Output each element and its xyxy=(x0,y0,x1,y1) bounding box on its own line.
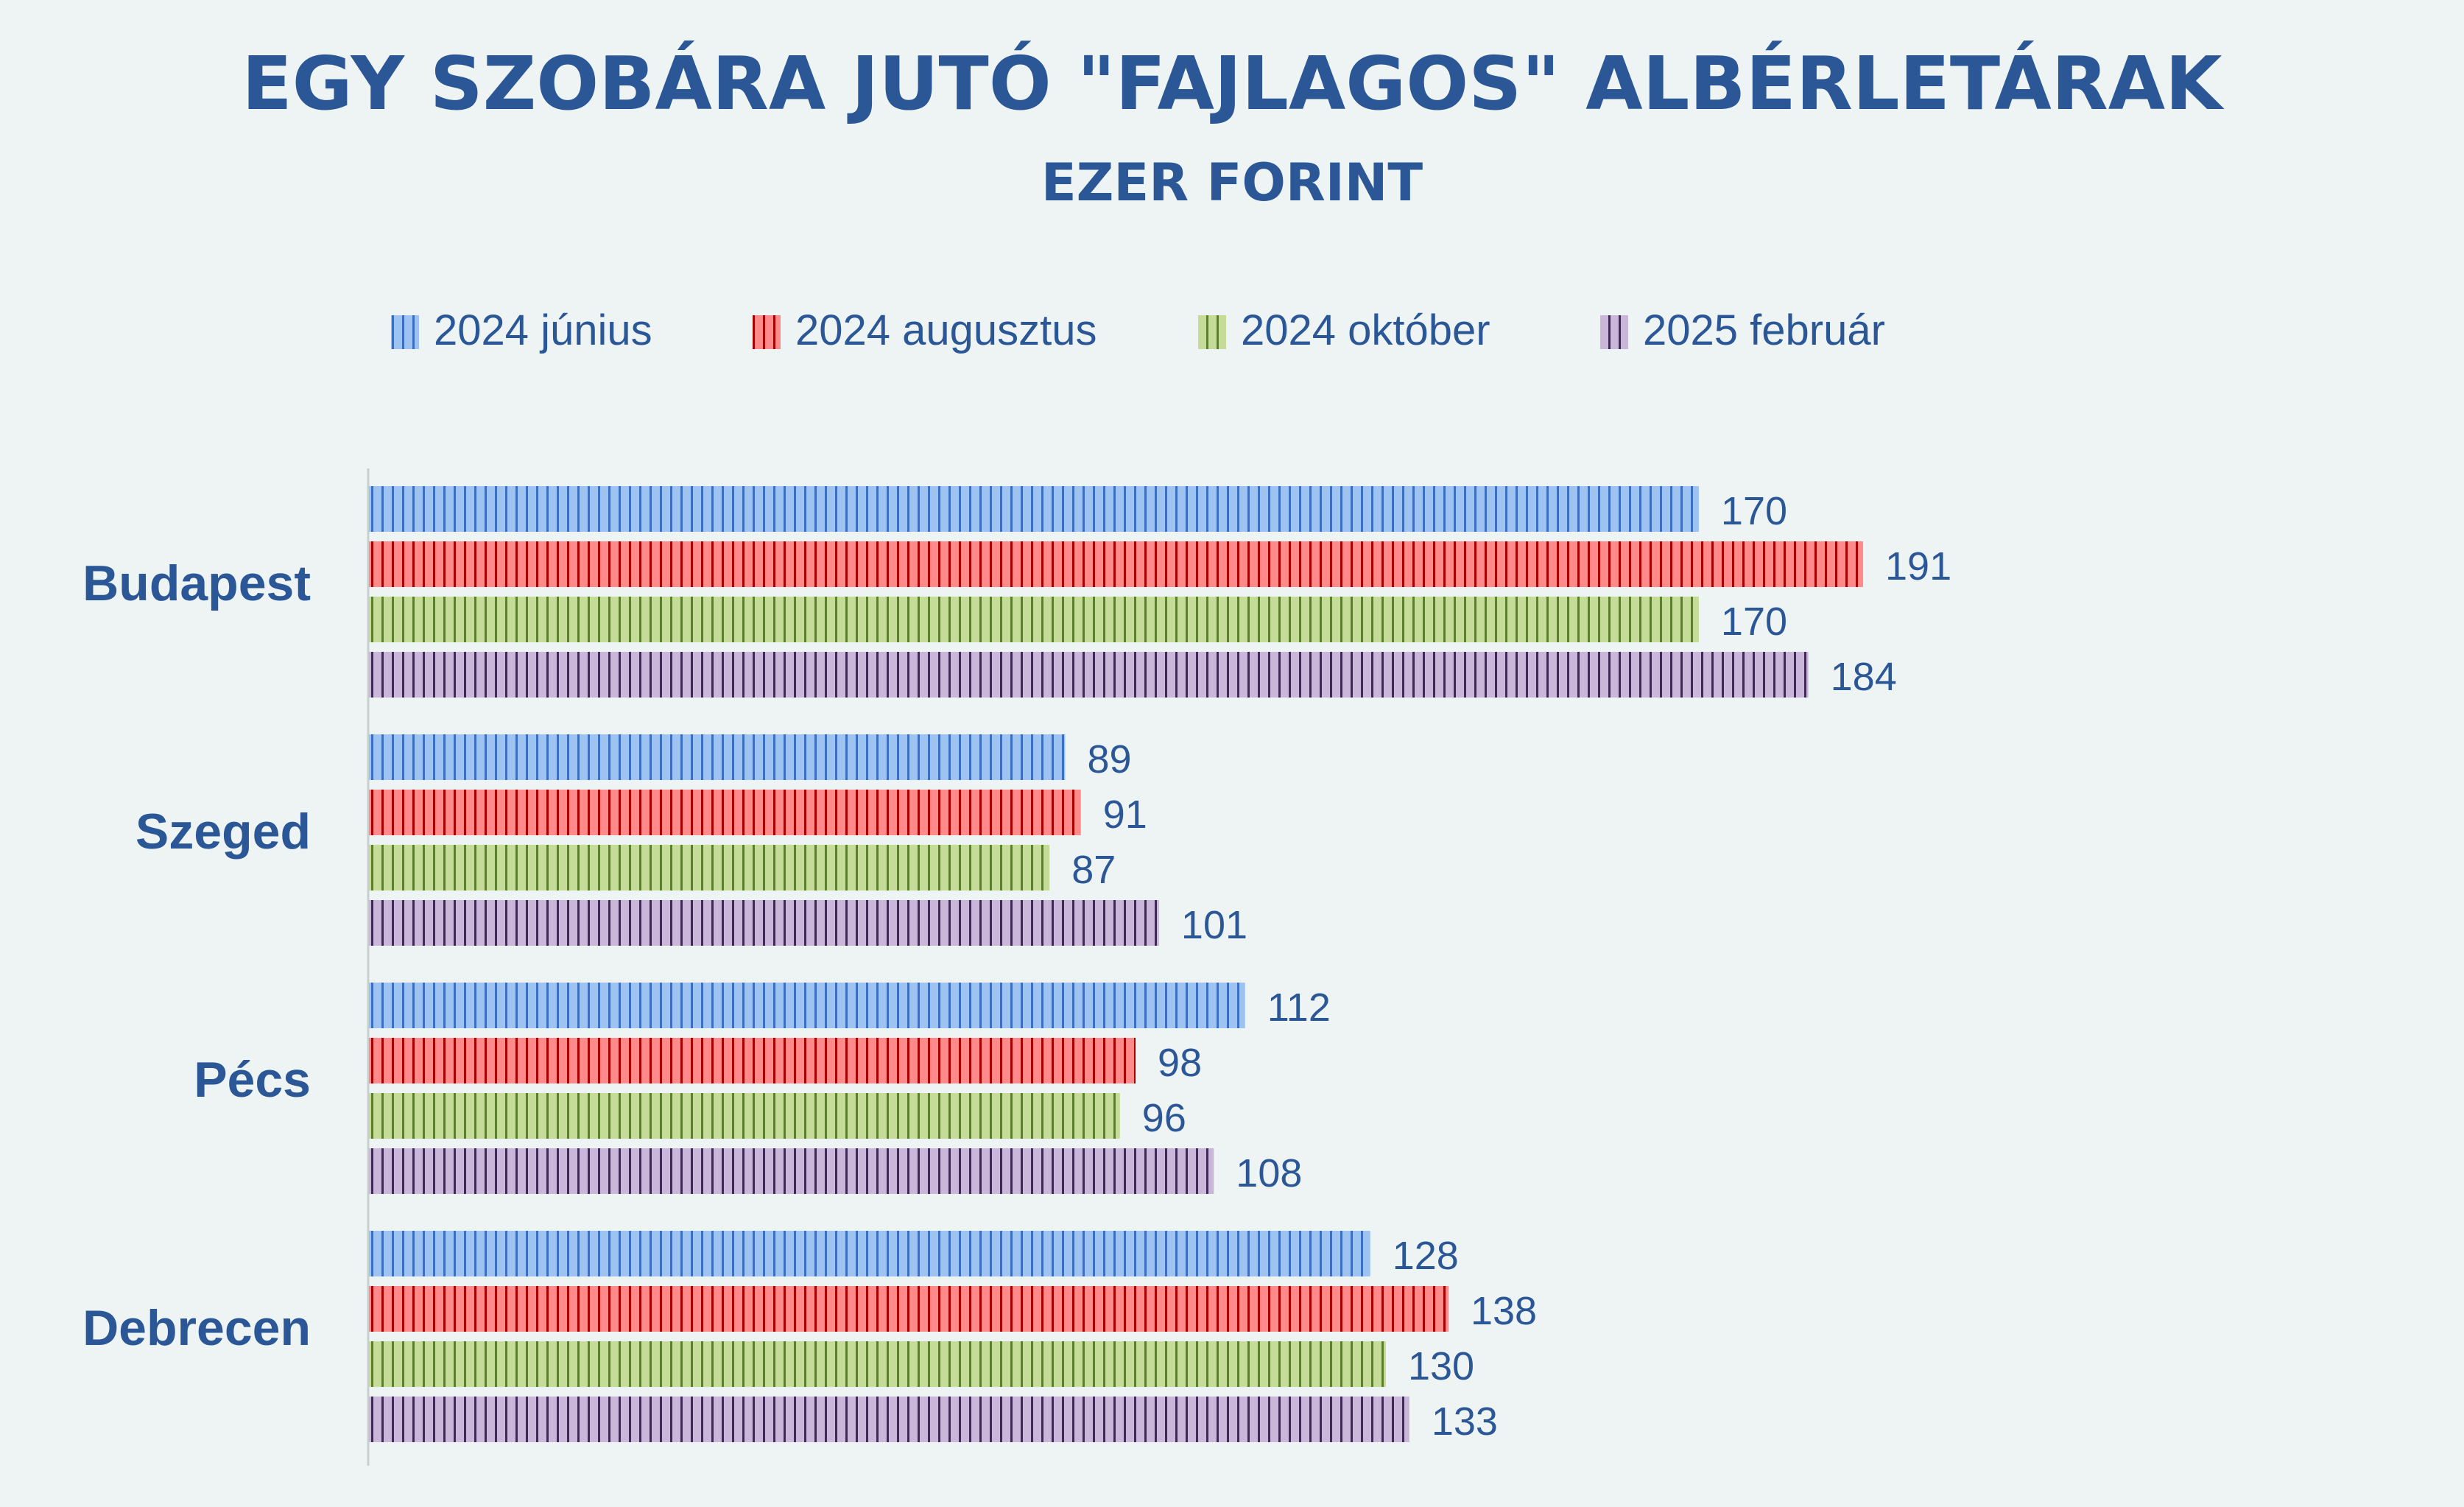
bar-debrecen-4 xyxy=(369,1397,1409,1442)
category-label-szeged: Szeged xyxy=(135,804,311,860)
data-label: 112 xyxy=(1267,986,1331,1030)
category-labels: Budapest Szeged Pécs Debrecen xyxy=(82,555,311,1356)
bar-pécs-2 xyxy=(369,1038,1136,1083)
legend-label: 2025 február xyxy=(1643,306,1885,354)
data-label: 101 xyxy=(1181,903,1247,947)
data-label: 87 xyxy=(1071,848,1116,892)
bar-budapest-2 xyxy=(369,541,1863,587)
data-label: 170 xyxy=(1721,489,1787,533)
chart-title: EGY SZOBÁRA JUTÓ "FAJLAGOS" ALBÉRLETÁRAK xyxy=(242,41,2225,127)
data-label: 191 xyxy=(1885,544,1951,589)
bar-debrecen-3 xyxy=(369,1341,1386,1387)
legend-item-4: 2025 február xyxy=(1600,306,1885,354)
bar-szeged-4 xyxy=(369,900,1159,946)
legend-swatch xyxy=(753,315,781,349)
bar-szeged-3 xyxy=(369,845,1050,890)
legend: 2024 június 2024 augusztus 2024 október 202… xyxy=(391,306,1885,354)
bar-szeged-2 xyxy=(369,790,1081,835)
data-label: 128 xyxy=(1393,1234,1459,1278)
data-label: 91 xyxy=(1103,793,1147,837)
bar-budapest-1 xyxy=(369,486,1699,532)
bars xyxy=(369,486,1863,1442)
legend-swatch xyxy=(1198,315,1226,349)
bar-budapest-3 xyxy=(369,597,1699,642)
data-label: 96 xyxy=(1142,1096,1186,1140)
chart-subtitle: EZER FORINT xyxy=(1041,152,1423,213)
bar-pécs-3 xyxy=(369,1093,1120,1139)
bar-pécs-4 xyxy=(369,1148,1214,1194)
legend-item-3: 2024 október xyxy=(1198,306,1490,354)
legend-swatch xyxy=(1600,315,1628,349)
data-labels: 170 191 170 184 89 91 87 101 112 98 96 108 128 138 130… xyxy=(1071,489,1951,1444)
category-label-budapest: Budapest xyxy=(82,555,311,611)
legend-label: 2024 augusztus xyxy=(795,306,1097,354)
legend-label: 2024 október xyxy=(1241,306,1490,354)
bar-debrecen-2 xyxy=(369,1286,1449,1332)
data-label: 133 xyxy=(1432,1399,1498,1444)
legend-swatch xyxy=(391,315,419,349)
data-label: 138 xyxy=(1471,1289,1537,1333)
legend-item-2: 2024 augusztus xyxy=(753,306,1097,354)
bar-szeged-1 xyxy=(369,734,1066,780)
legend-label: 2024 június xyxy=(434,306,652,354)
data-label: 108 xyxy=(1236,1151,1302,1195)
legend-item-1: 2024 június xyxy=(391,306,652,354)
category-label-pécs: Pécs xyxy=(194,1052,311,1108)
bar-pécs-1 xyxy=(369,983,1245,1028)
bar-budapest-4 xyxy=(369,652,1809,698)
category-label-debrecen: Debrecen xyxy=(82,1300,311,1356)
data-label: 98 xyxy=(1158,1041,1202,1085)
data-label: 89 xyxy=(1087,737,1131,781)
data-label: 184 xyxy=(1831,655,1897,699)
bar-debrecen-1 xyxy=(369,1231,1370,1276)
data-label: 130 xyxy=(1408,1344,1474,1388)
data-label: 170 xyxy=(1721,600,1787,644)
